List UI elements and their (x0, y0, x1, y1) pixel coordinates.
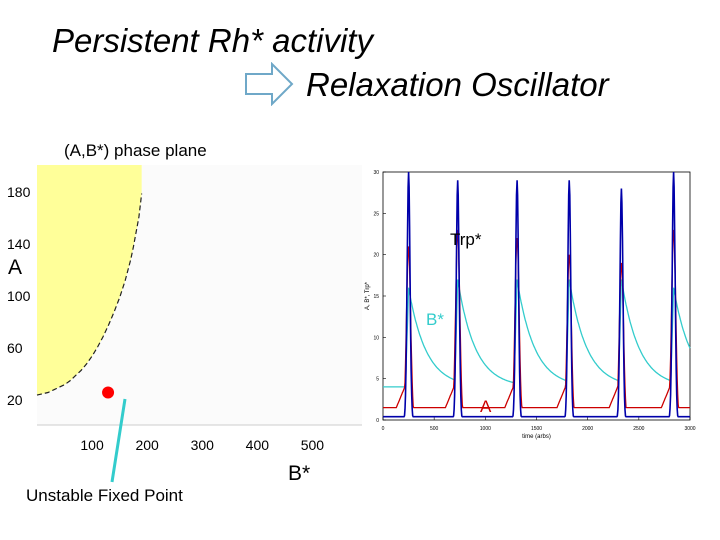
phase-plane-x-tick-label: 200 (135, 437, 159, 453)
time-series-plot: 0 5 10 15 20 25 30 0 500 1000 1500 2000 2500 3000 time… (365, 170, 696, 440)
fixed-point-label: Unstable Fixed Point (26, 486, 183, 505)
slide-title-line1: Persistent Rh* activity (52, 22, 373, 59)
phase-plane-y-tick-label: 140 (7, 236, 31, 252)
fixed-point-pointer (110, 398, 127, 483)
time-series-x-tick-label: 500 (430, 426, 439, 432)
time-series-x-tick-label: 0 (382, 426, 385, 432)
phase-plane-label: (A,B*) phase plane (64, 141, 207, 160)
time-series-y-tick-label: 0 (376, 418, 379, 424)
right-arrow-icon (245, 62, 294, 106)
phase-plane-y-tick-label: 60 (7, 340, 23, 356)
time-series-x-tick-label: 3000 (684, 426, 695, 432)
phase-plane-x-tick-label: 300 (191, 437, 215, 453)
trp-series-label: Trp* (450, 230, 482, 249)
time-series-y-axis-label: A, B*, Trp* (365, 281, 371, 310)
a-series-label: A (480, 397, 492, 416)
phase-plane-x-tick-label: 100 (80, 437, 104, 453)
time-series-y-tick-label: 10 (373, 335, 379, 341)
series-line-a (383, 229, 690, 409)
phase-plane-y-tick-label: 20 (7, 392, 23, 408)
unstable-region (37, 165, 142, 396)
time-series-y-tick-label: 25 (373, 211, 379, 217)
time-series-x-tick-label: 1000 (480, 426, 491, 432)
time-series-x-tick-label: 1500 (531, 426, 542, 432)
time-series-y-tick-label: 20 (373, 253, 379, 259)
time-series-y-tick-label: 15 (373, 294, 379, 300)
series-line-b (383, 279, 691, 388)
time-series-x-tick-label: 2500 (633, 426, 644, 432)
time-series-x-axis-label: time (arbs) (522, 434, 551, 440)
time-series-x-tick-label: 2000 (582, 426, 593, 432)
phase-plane-plot: 20 60 100 140 180 100 200 300 400 500 (7, 165, 362, 453)
unstable-fixed-point-marker (102, 386, 115, 399)
time-series-y-tick-label: 5 (376, 377, 379, 383)
time-series-frame (382, 171, 691, 421)
slide-title-line2: Relaxation Oscillator (306, 66, 609, 103)
phase-plane-x-tick-label: 400 (246, 437, 270, 453)
time-series-y-tick-label: 30 (373, 170, 379, 176)
boundary-curve (36, 193, 143, 396)
phase-plane-y-tick-label: 100 (7, 288, 31, 304)
phase-plane-y-axis-label: A (8, 256, 23, 279)
b-series-label: B* (426, 310, 444, 329)
phase-plane-y-tick-label: 180 (7, 184, 31, 200)
phase-plane-x-axis-label: B* (288, 462, 311, 485)
series-line-trp (383, 171, 690, 418)
phase-plane-x-tick-label: 500 (301, 437, 325, 453)
